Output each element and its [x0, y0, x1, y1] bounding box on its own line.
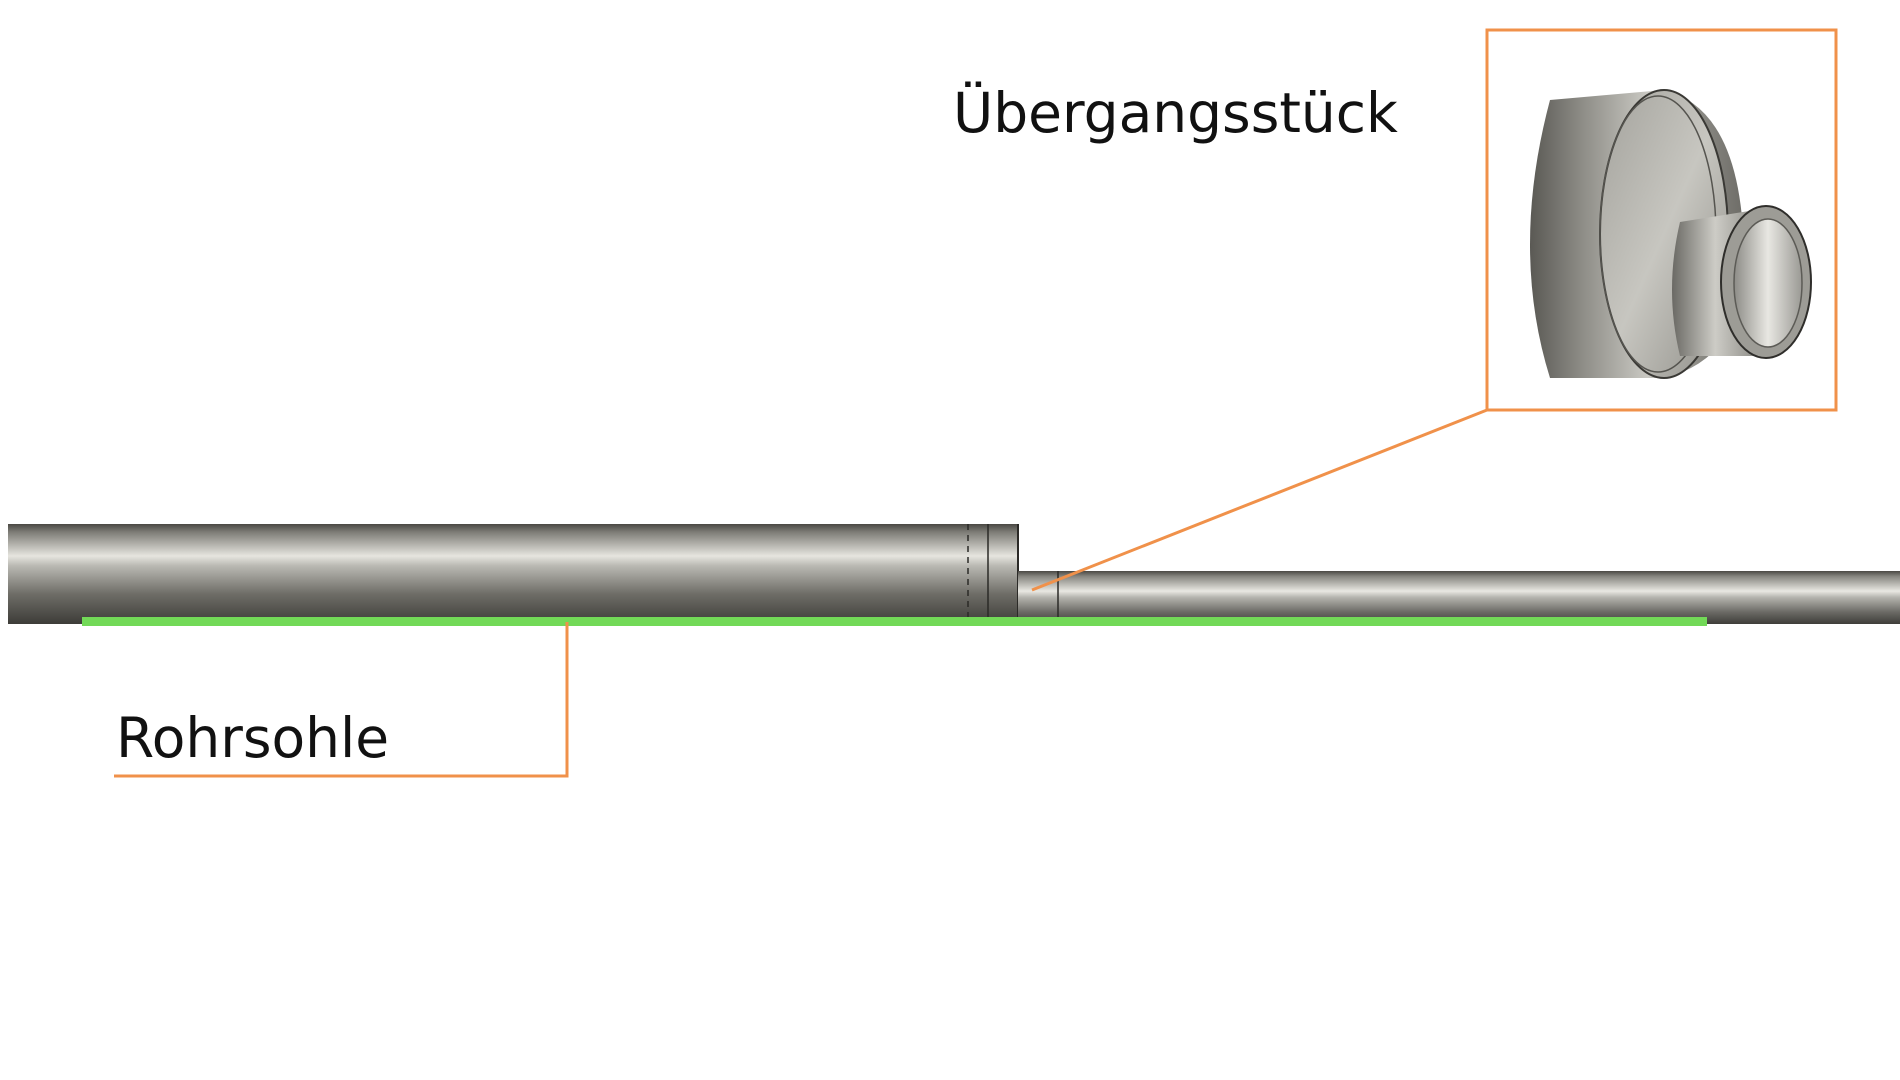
large-pipe: [8, 524, 1019, 624]
small-pipe: [1018, 571, 1900, 624]
transition-piece-label: Übergangsstück: [953, 81, 1398, 145]
invert-leader-line: [114, 622, 569, 778]
transition-leader-line: [1031, 408, 1488, 592]
transition-piece-render: [1530, 89, 1812, 379]
pipe-invert-line: [82, 617, 1707, 626]
pipe-invert-label: Rohrsohle: [116, 706, 390, 770]
